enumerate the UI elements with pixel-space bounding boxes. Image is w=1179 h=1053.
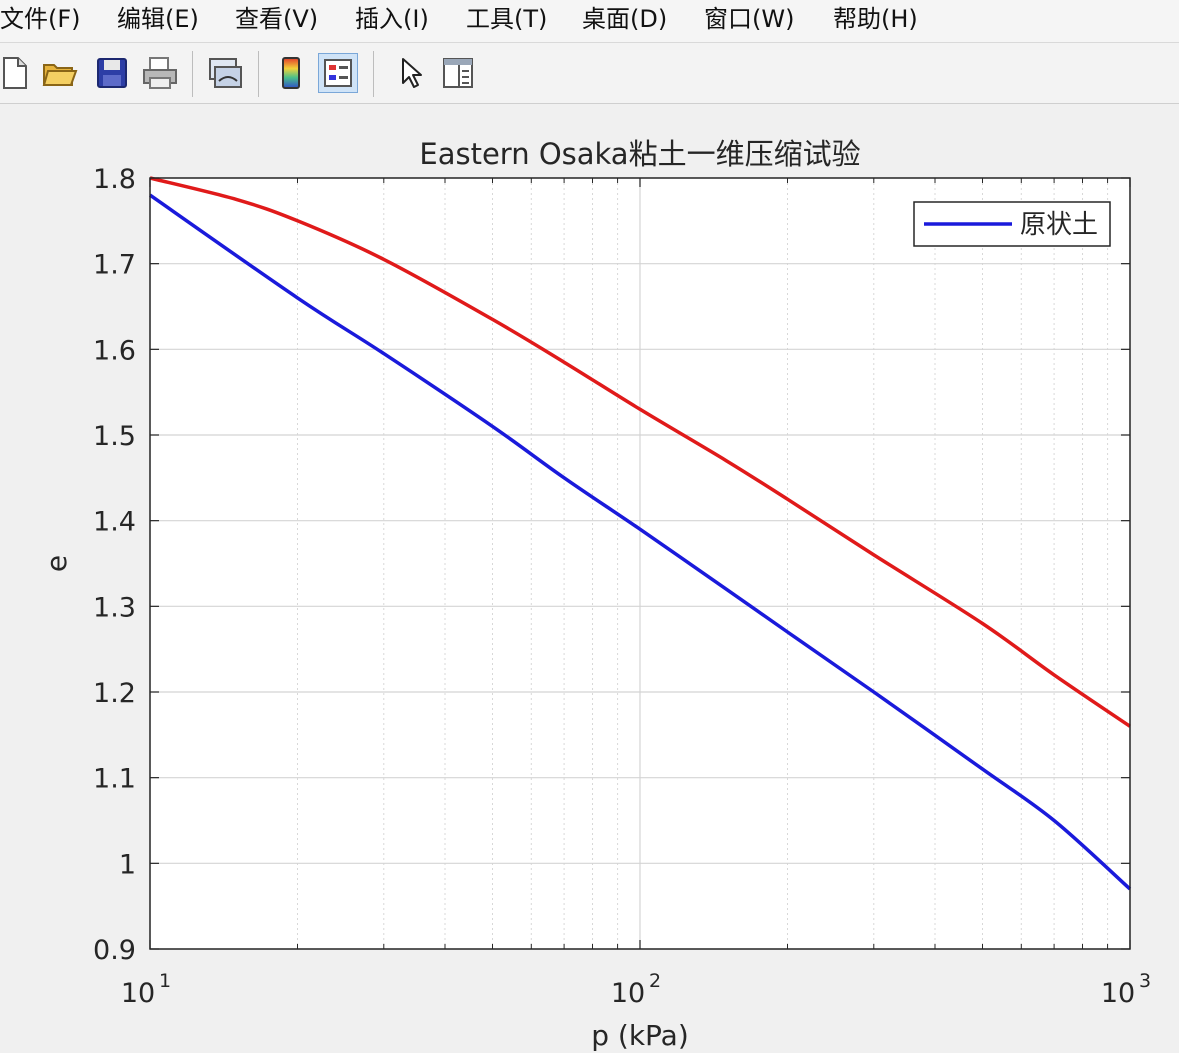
new-file-icon[interactable] (0, 53, 34, 93)
open-folder-icon[interactable] (40, 53, 80, 93)
y-tick-label: 1.7 (93, 250, 136, 281)
toolbar-separator (192, 51, 193, 97)
x-tick-labels: 10 1 10 2 10 3 (121, 970, 1151, 1009)
menu-file[interactable]: 文件(F) (0, 5, 81, 33)
y-tick-labels: 0.9 1 1.1 1.2 1.3 1.4 1.5 1.6 1.7 1.8 (93, 164, 136, 966)
save-icon[interactable] (92, 53, 132, 93)
pointer-icon[interactable] (390, 53, 430, 93)
x-tick-label: 10 (1101, 978, 1135, 1009)
y-tick-label: 1.6 (93, 335, 136, 366)
colorbar-icon[interactable] (271, 53, 311, 93)
toolbar (0, 43, 1179, 104)
menu-tools[interactable]: 工具(T) (466, 5, 548, 33)
toolbar-separator (373, 51, 374, 97)
chart-title: Eastern Osaka粘土一维压缩试验 (419, 137, 860, 171)
link-plot-icon[interactable] (205, 53, 245, 93)
x-tick-exponent: 3 (1139, 970, 1151, 992)
x-axis-label: p (kPa) (591, 1019, 689, 1052)
x-tick-exponent: 2 (649, 970, 661, 992)
y-tick-label: 1.4 (93, 507, 136, 538)
y-tick-label: 1.8 (93, 164, 136, 195)
x-tick-label: 10 (611, 978, 645, 1009)
print-icon[interactable] (140, 53, 180, 93)
menu-bar: 文件(F) 编辑(E) 查看(V) 插入(I) 工具(T) 桌面(D) 窗口(W… (0, 0, 1179, 43)
series-line-1 (149, 176, 1131, 728)
menu-view[interactable]: 查看(V) (235, 5, 319, 33)
y-tick-label: 1.3 (93, 592, 136, 623)
series-line-0 (148, 193, 1132, 891)
menu-desktop[interactable]: 桌面(D) (582, 5, 668, 33)
figure-canvas: 0.911.11.21.31.41.51.61.71.8 10 1 10 2 10 3 E… (0, 104, 1179, 1053)
y-tick-label: 0.9 (93, 935, 136, 966)
y-tick-label: 1.5 (93, 421, 136, 452)
y-tick-label: 1.1 (93, 764, 136, 795)
legend-icon[interactable] (318, 53, 358, 93)
y-axis-label: e (40, 555, 73, 572)
legend[interactable]: 原状土 (913, 201, 1111, 247)
toolbar-separator (258, 51, 259, 97)
property-editor-icon[interactable] (438, 53, 478, 93)
y-tick-label: 1 (119, 849, 136, 880)
tick-marks (149, 177, 1131, 950)
menu-edit[interactable]: 编辑(E) (117, 5, 199, 33)
x-tick-exponent: 1 (159, 970, 171, 992)
x-tick-label: 10 (121, 978, 155, 1009)
menu-help[interactable]: 帮助(H) (833, 5, 918, 33)
menu-window[interactable]: 窗口(W) (704, 5, 795, 33)
y-tick-label: 1.2 (93, 678, 136, 709)
menu-insert[interactable]: 插入(I) (355, 5, 429, 33)
legend-entry-label: 原状土 (1020, 210, 1098, 240)
series-layer (148, 176, 1132, 891)
minor-grid (297, 178, 1109, 949)
